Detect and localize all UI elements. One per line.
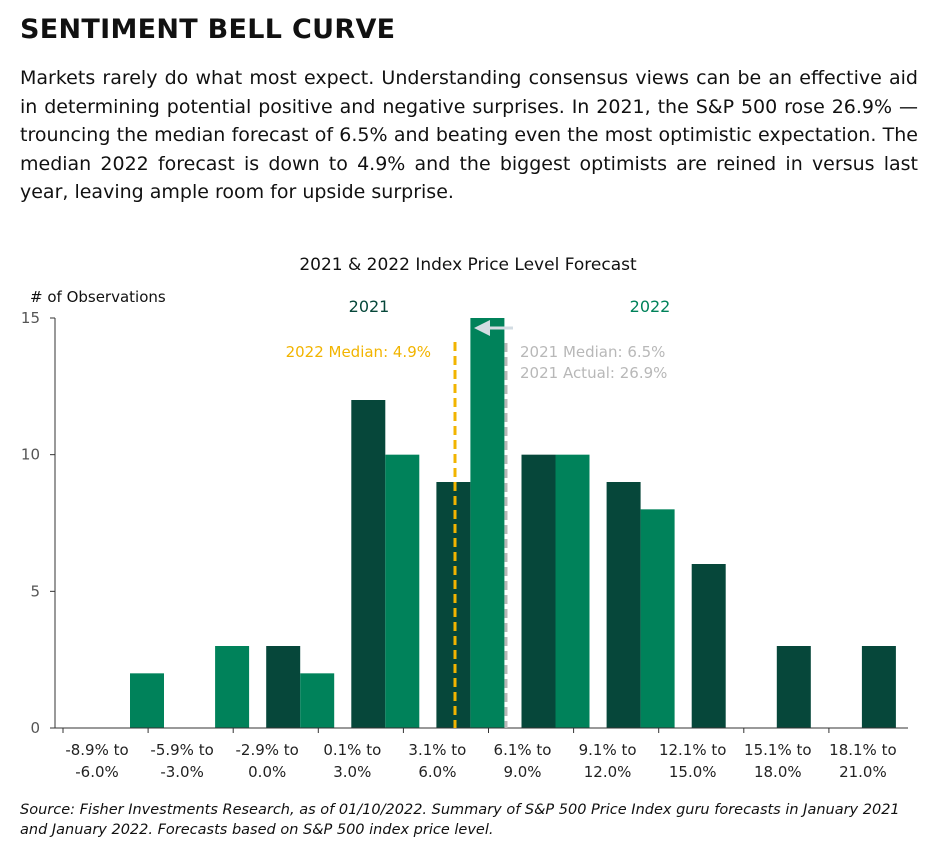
y-tick-label: 15 xyxy=(21,309,40,327)
x-tick-label: 18.1% to xyxy=(829,741,896,759)
bar-2022-6 xyxy=(640,509,675,728)
legend-2022: 2022 xyxy=(630,297,671,316)
bar-2022-1 xyxy=(215,646,250,728)
x-tick-label: -5.9% to xyxy=(150,741,213,759)
y-axis-label: # of Observations xyxy=(30,288,166,306)
x-tick-label: 3.1% to xyxy=(408,741,466,759)
bar-2021-4 xyxy=(436,482,471,728)
x-tick-label: -8.9% to xyxy=(65,741,128,759)
bar-2022-2 xyxy=(300,673,335,728)
x-tick-label: 6.0% xyxy=(418,763,456,781)
x-tick-label: -6.0% xyxy=(75,763,119,781)
y-tick-label: 0 xyxy=(30,719,40,737)
x-tick-label: 21.0% xyxy=(839,763,887,781)
bar-2021-3 xyxy=(351,400,386,728)
x-tick-label: 6.1% to xyxy=(494,741,552,759)
x-tick-label: 9.0% xyxy=(503,763,541,781)
arrow-left-icon xyxy=(474,320,490,336)
bar-2022-3 xyxy=(385,454,420,728)
source-note: Source: Fisher Investments Research, as … xyxy=(20,802,900,838)
bar-2021-8 xyxy=(776,646,811,728)
bar-2021-6 xyxy=(606,482,641,728)
bar-2021-2 xyxy=(266,646,301,728)
x-tick-label: 9.1% to xyxy=(579,741,637,759)
legend-2021: 2021 xyxy=(349,297,390,316)
x-tick-label: 12.1% to xyxy=(659,741,726,759)
intro-paragraph: Markets rarely do what most expect. Unde… xyxy=(20,67,918,203)
median-2021-label: 2021 Median: 6.5% xyxy=(520,343,665,361)
x-tick-label: 3.0% xyxy=(333,763,371,781)
bar-2022-5 xyxy=(555,454,590,728)
bar-2022-4 xyxy=(470,318,505,728)
bar-2022-0 xyxy=(130,673,164,728)
x-tick-label: 0.1% to xyxy=(323,741,381,759)
y-tick-label: 5 xyxy=(30,582,40,600)
page-title: SENTIMENT BELL CURVE xyxy=(20,14,396,45)
median-2022-label: 2022 Median: 4.9% xyxy=(286,343,431,361)
x-tick-label: -2.9% to xyxy=(236,741,299,759)
chart-title: 2021 & 2022 Index Price Level Forecast xyxy=(299,255,637,275)
x-tick-label: 0.0% xyxy=(248,763,286,781)
forecast-histogram-chart: 2021 & 2022 Index Price Level Forecast #… xyxy=(21,255,908,781)
y-tick-label: 10 xyxy=(21,446,40,464)
x-tick-label: 18.0% xyxy=(754,763,802,781)
bar-2021-9 xyxy=(861,646,896,728)
actual-2021-label: 2021 Actual: 26.9% xyxy=(520,364,667,382)
x-tick-label: -3.0% xyxy=(160,763,204,781)
bar-2021-5 xyxy=(521,454,556,728)
x-tick-label: 12.0% xyxy=(584,763,632,781)
x-tick-label: 15.0% xyxy=(669,763,717,781)
x-tick-label: 15.1% to xyxy=(744,741,811,759)
bar-2021-7 xyxy=(691,564,726,728)
